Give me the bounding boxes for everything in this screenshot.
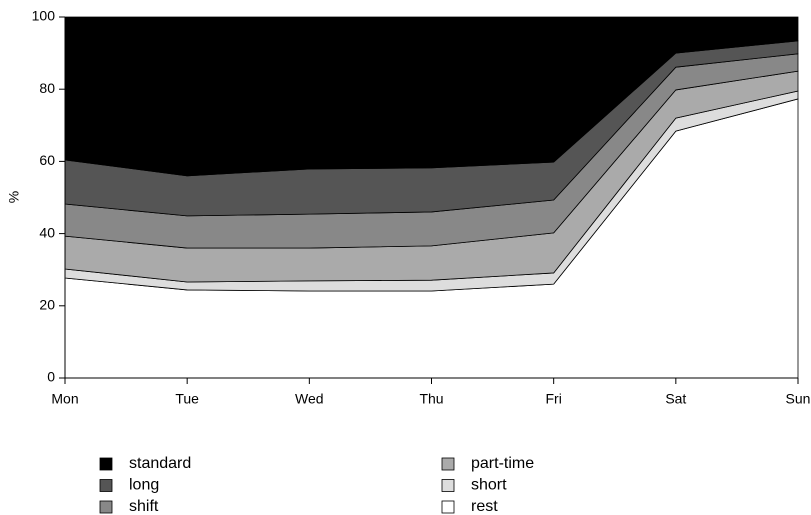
y-axis-label: %: [6, 191, 22, 203]
x-tick-label: Mon: [51, 391, 78, 407]
legend-swatch: [441, 500, 455, 514]
legend-label: standard: [129, 455, 191, 472]
legend-swatch: [99, 479, 113, 492]
legend-label: rest: [471, 498, 498, 515]
x-tick-label: Sun: [786, 391, 811, 407]
legend-swatch: [441, 479, 455, 492]
y-tick-label: 40: [39, 224, 55, 240]
legend-label: part-time: [471, 455, 534, 472]
x-tick-label: Thu: [419, 391, 443, 407]
legend-label: short: [471, 477, 507, 494]
y-tick-label: 60: [39, 152, 55, 168]
y-tick-label: 0: [47, 369, 55, 385]
legend-label: shift: [129, 498, 159, 515]
x-tick-label: Wed: [295, 391, 324, 407]
x-tick-label: Fri: [546, 391, 562, 407]
legend-swatch: [99, 457, 113, 471]
legend-swatch: [99, 500, 113, 514]
legend-label: long: [129, 477, 159, 494]
legend-swatch: [441, 457, 455, 471]
area: [64, 16, 799, 177]
y-tick-label: 80: [39, 80, 55, 96]
x-tick-label: Tue: [175, 391, 199, 407]
y-tick-label: 100: [32, 8, 56, 24]
x-tick-label: Sat: [665, 391, 686, 407]
y-tick-label: 20: [39, 297, 55, 313]
